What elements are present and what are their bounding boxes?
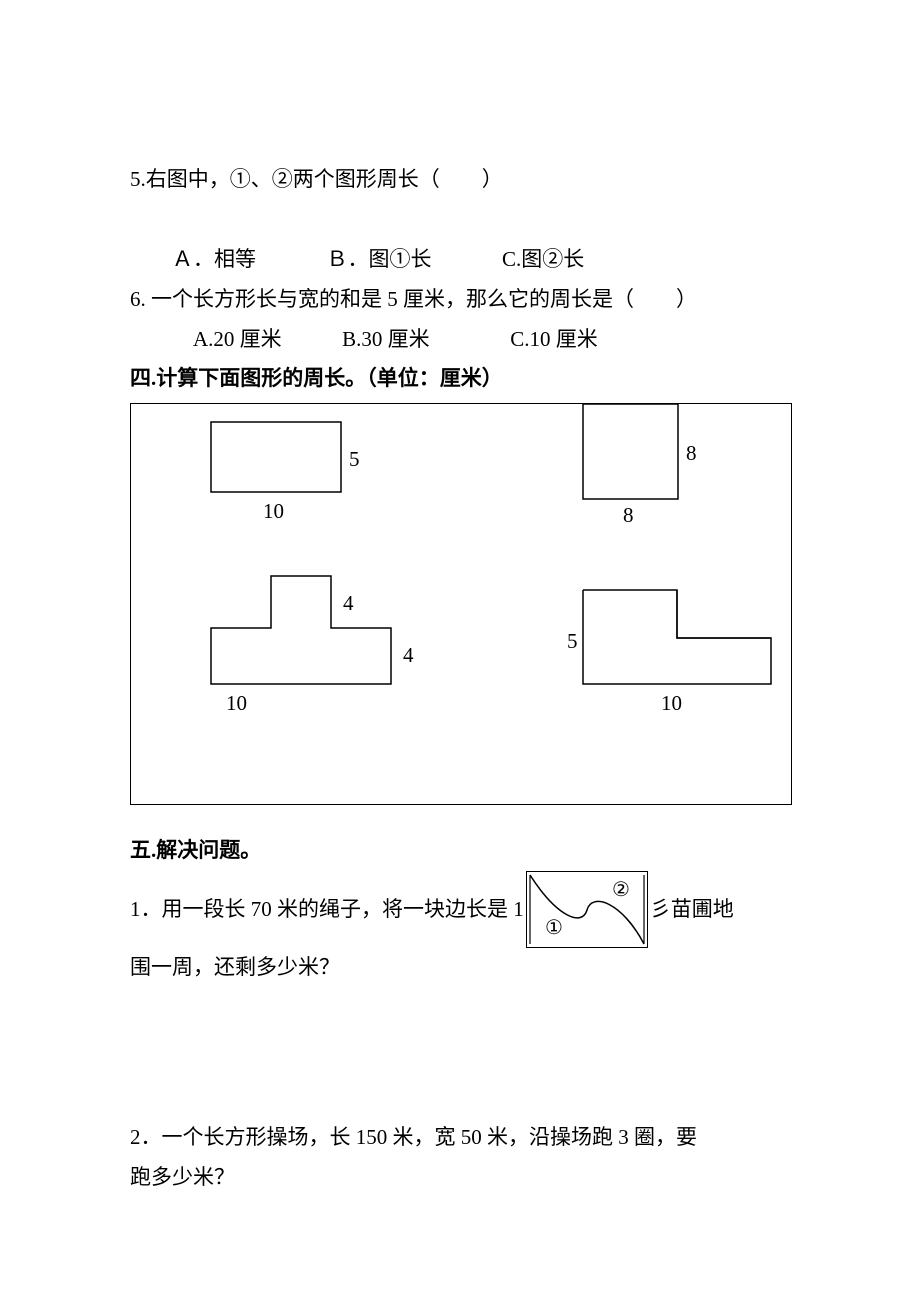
shape1-rect	[211, 422, 341, 492]
q5-prefix: 5.右图中，	[130, 167, 230, 191]
q5-text: 5.右图中，①、②两个图形周长（ ）	[130, 160, 790, 200]
shape3-label-10: 10	[226, 691, 247, 715]
section5-q2-line1: 2．一个长方形操场，长 150 米，宽 50 米，沿操场跑 3 圈，要	[130, 1118, 790, 1158]
figure-label-1: ①	[545, 917, 563, 939]
shape3-tshape	[211, 576, 391, 684]
section5-q2-line2: 跑多少米？	[130, 1158, 790, 1198]
spacer	[130, 815, 790, 831]
shape4-label-5: 5	[567, 629, 578, 653]
shape2-square	[583, 404, 678, 499]
q5-body: ①、②两个图形周长（ ）	[230, 167, 503, 191]
q6-text: 6. 一个长方形长与宽的和是 5 厘米，那么它的周长是（ ）	[130, 280, 790, 320]
shape3-label-4b: 4	[403, 643, 414, 667]
section5-q1-pre: 1．用一段长 70 米的绳子，将一块边长是 1	[130, 890, 524, 930]
q6-option-b: B.30 厘米	[342, 327, 430, 351]
shape4-step	[677, 590, 771, 638]
section5-q1-post: 彡苗圃地	[650, 890, 734, 930]
section5-q1-line1: 1．用一段长 70 米的绳子，将一块边长是 1 ② ① 彡苗圃地	[130, 871, 790, 948]
q5-option-b: Ｂ．图①长	[327, 247, 432, 271]
shape2-label-bottom: 8	[623, 503, 634, 527]
q6-option-a: A.20 厘米	[193, 327, 282, 351]
perimeter-shapes-svg: 5 10 8 8 4 4 10 5 10	[131, 404, 791, 804]
inline-figure-svg: ② ①	[527, 872, 647, 947]
q6-options: A.20 厘米 B.30 厘米 C.10 厘米	[130, 320, 790, 360]
figure-label-2: ②	[612, 879, 630, 901]
q5-option-c: C.图②长	[502, 247, 584, 271]
shape2-label-right: 8	[686, 441, 697, 465]
answer-space-1	[130, 988, 790, 1118]
q5-options: Ａ．相等 Ｂ．图①长 C.图②长	[130, 240, 790, 280]
section5-heading: 五.解决问题。	[130, 831, 790, 871]
shape1-label-bottom: 10	[263, 499, 284, 523]
section5-q1-line2: 围一周，还剩多少米？	[130, 948, 790, 988]
shape1-label-right: 5	[349, 447, 360, 471]
q5-option-a: Ａ．相等	[172, 247, 256, 271]
section5-q1-figure: ② ①	[526, 871, 648, 948]
shape4-label-10: 10	[661, 691, 682, 715]
worksheet-page: 5.右图中，①、②两个图形周长（ ） Ａ．相等 Ｂ．图①长 C.图②长 6. 一…	[0, 0, 920, 1278]
section4-figure-box: 5 10 8 8 4 4 10 5 10	[130, 403, 792, 805]
section4-heading: 四.计算下面图形的周长。（单位：厘米）	[130, 359, 790, 399]
spacer	[130, 200, 790, 240]
q6-option-c: C.10 厘米	[510, 327, 598, 351]
shape3-label-4a: 4	[343, 591, 354, 615]
